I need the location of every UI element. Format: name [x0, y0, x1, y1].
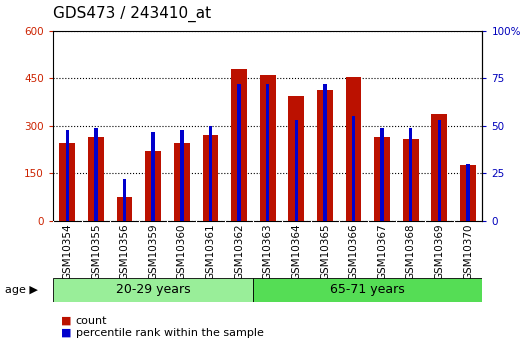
Bar — [253, 278, 482, 302]
Bar — [53, 278, 253, 302]
Text: GSM10370: GSM10370 — [463, 224, 473, 280]
Text: GSM10356: GSM10356 — [120, 224, 129, 280]
Bar — [59, 143, 75, 221]
Bar — [460, 166, 476, 221]
Text: ■: ■ — [61, 328, 72, 338]
Bar — [317, 90, 333, 221]
Bar — [180, 130, 183, 221]
Bar — [288, 96, 304, 221]
Bar — [88, 137, 104, 221]
Bar — [403, 139, 419, 221]
Bar — [94, 128, 98, 221]
Bar — [260, 75, 276, 221]
Bar — [152, 132, 155, 221]
Bar — [66, 130, 69, 221]
Text: 65-71 years: 65-71 years — [330, 283, 405, 296]
Text: GSM10369: GSM10369 — [435, 224, 444, 280]
Text: GSM10368: GSM10368 — [406, 224, 416, 280]
Bar — [123, 179, 126, 221]
Text: age ▶: age ▶ — [5, 285, 38, 295]
Text: GSM10354: GSM10354 — [63, 224, 72, 280]
Text: 20-29 years: 20-29 years — [116, 283, 190, 296]
Text: GSM10364: GSM10364 — [292, 224, 301, 280]
Text: GSM10363: GSM10363 — [263, 224, 272, 280]
Text: percentile rank within the sample: percentile rank within the sample — [76, 328, 263, 338]
Bar — [431, 114, 447, 221]
Bar — [295, 120, 298, 221]
Text: count: count — [76, 316, 107, 326]
Text: GDS473 / 243410_at: GDS473 / 243410_at — [53, 6, 211, 22]
Bar — [438, 120, 441, 221]
Text: GSM10355: GSM10355 — [91, 224, 101, 280]
Bar — [374, 137, 390, 221]
Bar — [231, 69, 247, 221]
Bar — [209, 126, 212, 221]
Text: GSM10362: GSM10362 — [234, 224, 244, 280]
Bar — [145, 151, 161, 221]
Text: GSM10361: GSM10361 — [206, 224, 215, 280]
Bar — [266, 84, 269, 221]
Bar — [323, 84, 326, 221]
Text: GSM10365: GSM10365 — [320, 224, 330, 280]
Text: GSM10367: GSM10367 — [377, 224, 387, 280]
Text: ■: ■ — [61, 316, 72, 326]
Bar — [466, 164, 470, 221]
Bar — [409, 128, 412, 221]
Bar — [202, 136, 218, 221]
Text: GSM10359: GSM10359 — [148, 224, 158, 280]
Bar — [352, 117, 355, 221]
Bar — [237, 84, 241, 221]
Bar — [381, 128, 384, 221]
Text: GSM10366: GSM10366 — [349, 224, 358, 280]
Bar — [174, 143, 190, 221]
Bar — [346, 77, 361, 221]
Text: GSM10360: GSM10360 — [177, 224, 187, 280]
Bar — [117, 197, 132, 221]
